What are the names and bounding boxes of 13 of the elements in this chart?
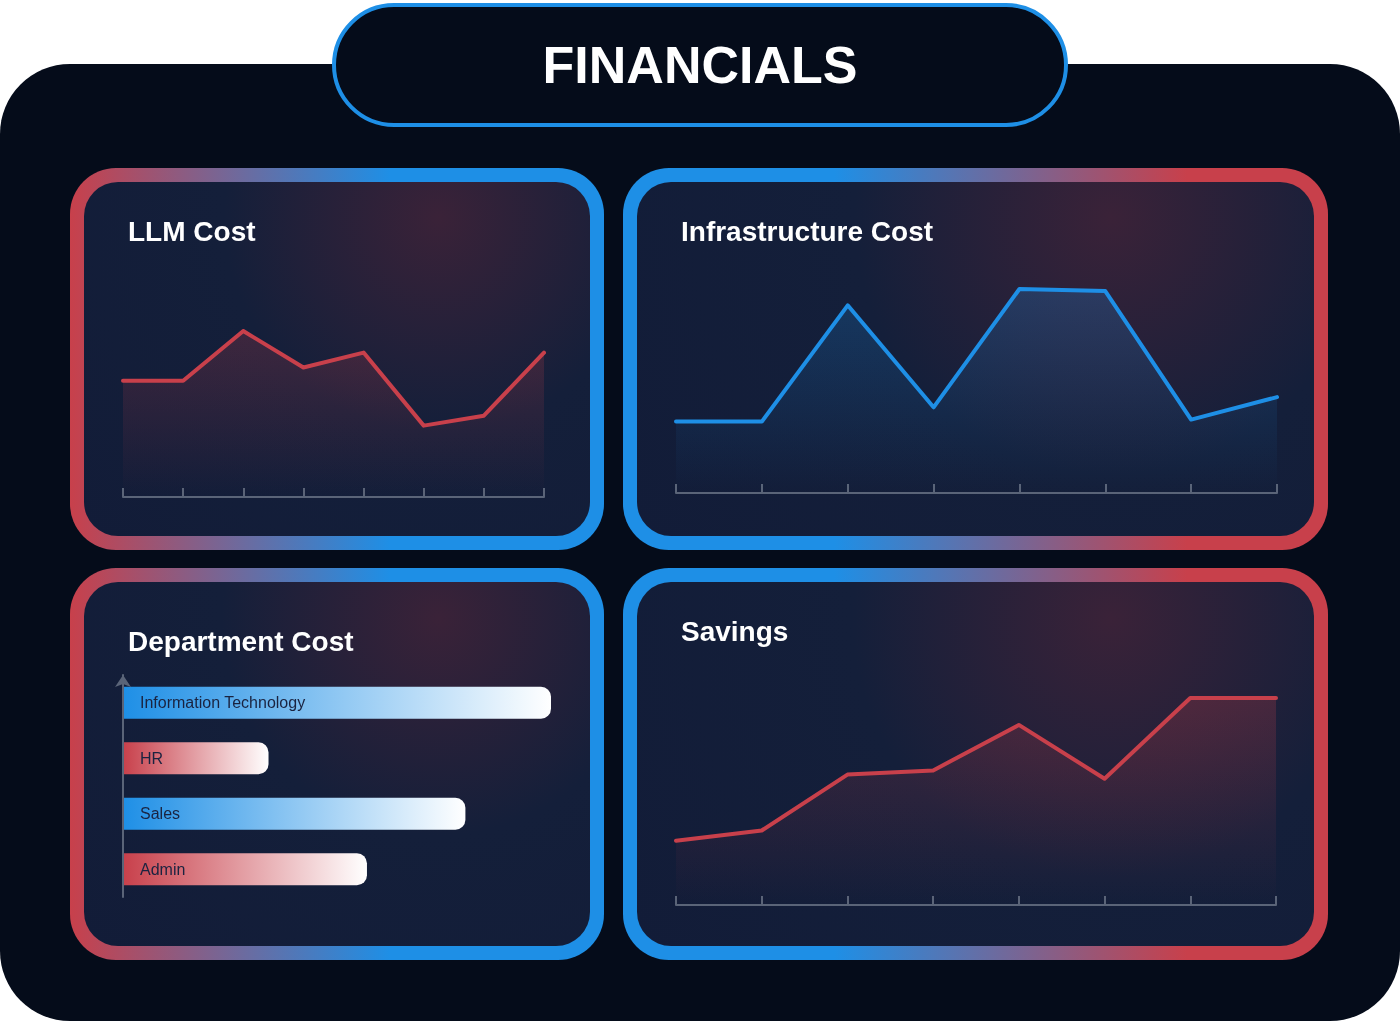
y-tick-label: Information Technology [140,694,306,712]
bar [123,742,269,775]
y-tick-label: Admin [140,860,186,878]
bar [123,686,551,719]
chart-title: Department Cost [128,625,354,657]
text: FINANCIALS [332,3,1068,127]
y-tick-label: HR [140,749,164,767]
chart-title: Infrastructure Cost [681,215,934,247]
chart-title: LLM Cost [128,215,256,247]
bar [123,853,367,886]
bar [123,797,466,830]
chart-title: Savings [681,615,789,647]
y-tick-label: Sales [140,805,181,823]
